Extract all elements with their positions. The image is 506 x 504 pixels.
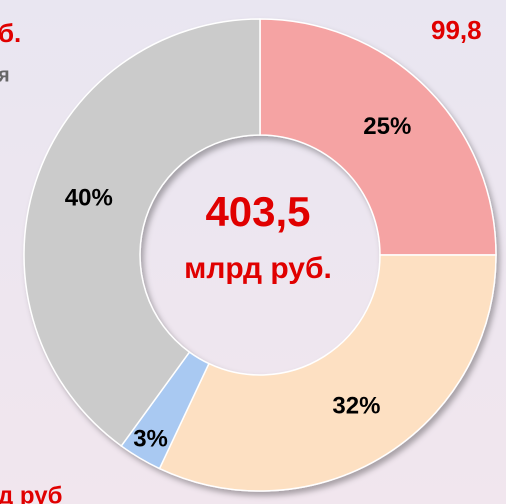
- annotation: б.: [0, 18, 21, 48]
- donut: [23, 18, 497, 492]
- data-label: 25%: [363, 113, 411, 140]
- donut-slice: [158, 254, 497, 492]
- data-label: 40%: [65, 185, 113, 212]
- donut-slice: [23, 18, 261, 447]
- donut-slice: [259, 18, 497, 256]
- annotation: я: [0, 64, 10, 86]
- data-label: 3%: [133, 425, 168, 452]
- center-value: 403,5: [205, 188, 310, 235]
- data-label: 32%: [332, 392, 380, 419]
- center-unit: млрд руб.: [184, 252, 332, 285]
- annotation: д руб: [0, 482, 62, 504]
- annotation: 99,8: [431, 15, 482, 45]
